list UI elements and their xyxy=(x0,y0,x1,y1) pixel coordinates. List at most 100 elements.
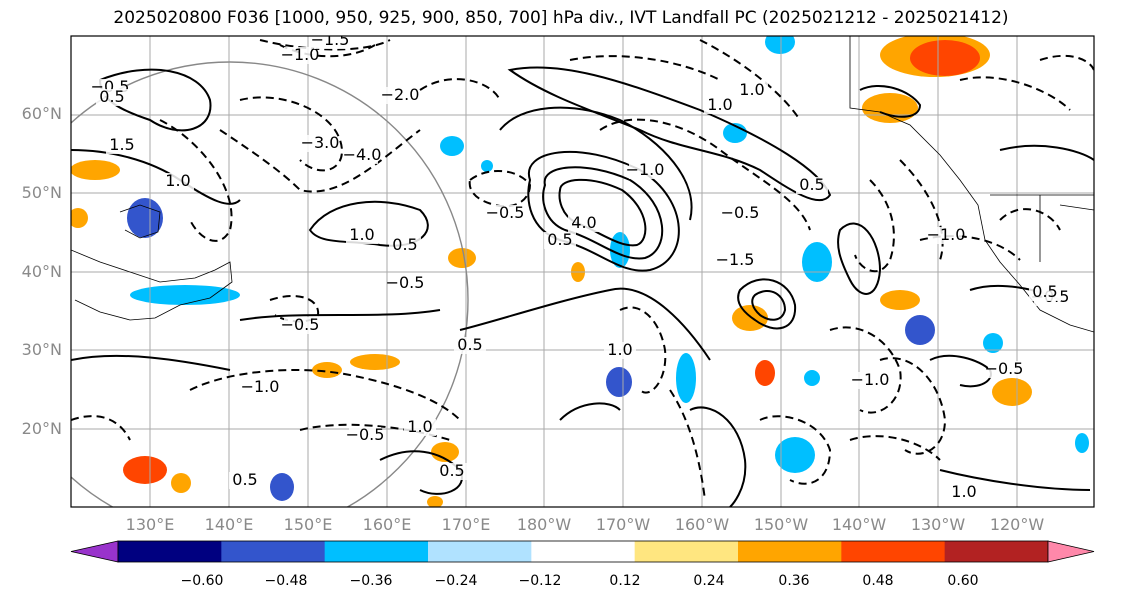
shade-orange xyxy=(992,378,1032,406)
lat-label-40n: 40°N xyxy=(21,262,62,281)
contour-label: 4.0 xyxy=(571,213,596,232)
shade-orange xyxy=(350,354,400,370)
contour-label: −1.5 xyxy=(311,30,350,49)
contour-label-bg xyxy=(454,337,486,354)
shade-red xyxy=(123,456,167,484)
contour-label: −2.0 xyxy=(381,85,420,104)
contour-label-bg xyxy=(736,82,768,99)
contour-label: −0.5 xyxy=(486,203,525,222)
shade-cyan xyxy=(804,370,820,386)
colorbar-tick: 0.24 xyxy=(693,573,725,589)
shade-blue xyxy=(127,198,163,238)
shade-red xyxy=(910,40,980,76)
gridlines xyxy=(71,36,1094,507)
colorbar-tick: −0.48 xyxy=(264,573,308,589)
contour-labels: −0.5−1.0−1.5−2.0−3.0−4.00.51.01.54.0−0.5… xyxy=(91,30,1069,501)
contour-label-bg xyxy=(106,137,138,154)
contour-label-bg xyxy=(162,173,194,190)
shade-orange xyxy=(71,208,88,228)
shade-blue xyxy=(270,473,294,501)
contour-label: −1.0 xyxy=(626,160,665,179)
lon-label-180w: 180°W xyxy=(516,515,572,534)
shade-orange xyxy=(71,160,120,180)
lat-label-20n: 20°N xyxy=(21,419,62,438)
shade-orange xyxy=(448,248,476,268)
contour-label-bg xyxy=(346,227,378,244)
contour-label-bg xyxy=(96,89,128,106)
shade-cyan xyxy=(440,136,464,156)
contour-label: 1.0 xyxy=(607,340,632,359)
shade-cyan xyxy=(130,285,240,305)
contour-label: 1.0 xyxy=(951,482,976,501)
shade-orange xyxy=(171,473,191,493)
colorbar-tick: 0.48 xyxy=(862,573,894,589)
lon-label-120w: 120°W xyxy=(989,515,1045,534)
contour-label: 1.0 xyxy=(349,225,374,244)
contour-label: 1.0 xyxy=(739,80,764,99)
contour-label: −3.0 xyxy=(301,133,340,152)
contour-label: −4.0 xyxy=(343,145,382,164)
contour-label: −0.5 xyxy=(985,359,1024,378)
contour-label: −0.5 xyxy=(346,425,385,444)
coastlines xyxy=(71,36,1094,333)
contour-label-bg xyxy=(389,275,421,292)
shade-cyan xyxy=(1075,433,1089,453)
contour-label-bg xyxy=(1029,284,1061,301)
contour-label-bg xyxy=(796,177,828,194)
contour-label: 0.5 xyxy=(439,461,464,480)
shade-orange xyxy=(427,496,443,507)
positive-contours xyxy=(71,66,1094,507)
contour-label-bg xyxy=(854,372,886,389)
lon-label-170w: 170°W xyxy=(595,515,651,534)
shade-cyan xyxy=(775,437,815,473)
contour-label-bg xyxy=(349,427,381,444)
shade-blue xyxy=(905,315,935,345)
contour-label-bg xyxy=(229,472,261,489)
contour-label: −1.0 xyxy=(851,370,890,389)
contour-label: 1.0 xyxy=(407,417,432,436)
contour-label: 1.0 xyxy=(707,95,732,114)
chart-title: 2025020800 F036 [1000, 950, 925, 900, 85… xyxy=(113,8,1009,28)
lon-label-140w: 140°W xyxy=(831,515,887,534)
lon-label-170e: 170°E xyxy=(441,515,491,534)
colorbar-segment xyxy=(221,541,326,562)
contour-label-bg xyxy=(930,227,962,244)
colorbar-segment xyxy=(428,541,532,562)
shade-cyan xyxy=(983,333,1003,353)
contour-label-bg xyxy=(544,232,576,249)
colorbar-tick: −0.12 xyxy=(518,573,562,589)
contour-label-bg xyxy=(389,237,421,254)
colorbar-arrow-right xyxy=(1047,540,1095,563)
contour-label: 0.5 xyxy=(232,470,257,489)
contour-label-bg xyxy=(284,317,316,334)
contour-label-bg xyxy=(724,205,756,222)
shade-cyan xyxy=(676,353,696,403)
colorbar-segment xyxy=(324,541,429,562)
shade-orange xyxy=(880,290,920,310)
contour-label-bg xyxy=(704,97,736,114)
contour-label: −1.0 xyxy=(241,377,280,396)
contour-label: 0.5 xyxy=(457,335,482,354)
colorbar-tick: 0.12 xyxy=(609,573,641,589)
colorbar-tick: −0.36 xyxy=(349,573,393,589)
contour-label: 1.0 xyxy=(165,171,190,190)
colorbar-segment xyxy=(531,541,636,562)
contour-label: −1.0 xyxy=(927,225,966,244)
colorbar-segment xyxy=(841,541,946,562)
shade-red xyxy=(755,360,775,386)
lon-label-130w: 130°W xyxy=(910,515,966,534)
colorbar-segment xyxy=(118,541,222,562)
contour-label: −1.0 xyxy=(281,45,320,64)
shade-orange xyxy=(862,93,918,123)
shade-orange xyxy=(431,442,459,462)
contour-label-bg xyxy=(489,205,521,222)
contour-label-bg xyxy=(568,215,600,232)
contour-label-bg xyxy=(436,463,468,480)
colorbar-segment xyxy=(944,541,1049,562)
contour-label-bg xyxy=(404,419,436,436)
shade-cyan xyxy=(481,160,493,172)
map-frame xyxy=(70,35,1095,508)
contour-label: −0.5 xyxy=(721,203,760,222)
contour-label: −0.5 xyxy=(386,273,425,292)
